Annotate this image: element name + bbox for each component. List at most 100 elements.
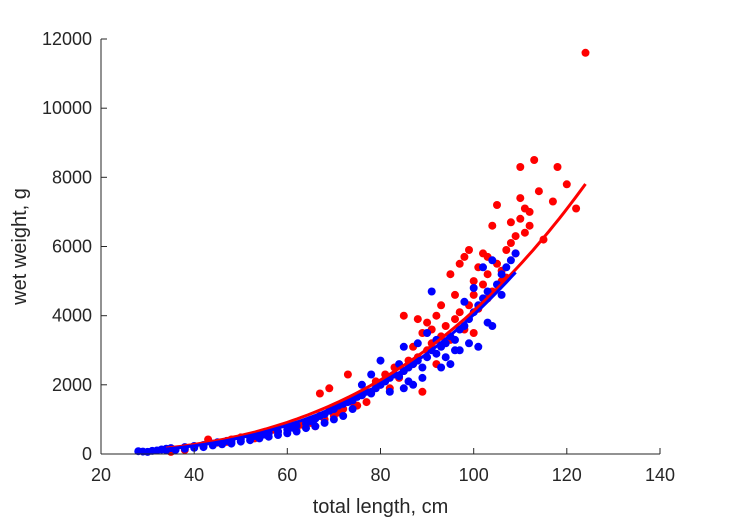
y-tick-label: 10000 [42,98,92,118]
red-data-point [432,311,441,320]
x-axis-ticks: 20 40 60 80 100 120 140 [91,448,675,485]
red-data-point [520,228,529,237]
red-data-point [516,194,525,203]
blue-data-point [409,380,418,389]
blue-data-point [357,380,366,389]
red-data-point [451,290,459,299]
blue-data-point [418,363,427,372]
blue-data-point [483,287,492,296]
blue-data-point [385,387,394,396]
fit-curves [138,183,587,453]
blue-data-point [437,363,446,372]
red-data-point [506,218,515,227]
red-data-point [530,156,539,164]
blue-data-point [399,342,408,351]
red-data-point [493,201,501,209]
x-tick-label: 100 [459,465,489,485]
red-data-point [315,389,324,398]
y-tick-label: 6000 [52,237,92,257]
red-data-point [548,197,557,206]
blue-data-point [441,353,450,362]
blue-data-point [413,339,422,348]
red-data-point [451,315,459,324]
blue-data-point [502,263,511,272]
red-data-point [455,308,464,317]
blue-data-point [376,356,385,365]
blue-data-point [339,412,348,420]
blue-data-point [255,434,264,443]
red-data-point [488,221,497,230]
red-data-point [343,370,352,379]
blue-data-point [418,373,427,382]
y-tick-label: 0 [82,444,92,464]
red-data-point [437,301,446,310]
red-data-point [446,270,455,279]
blue-fit-curve [138,271,517,453]
red-data-point [506,239,515,247]
y-tick-label: 4000 [52,306,92,326]
y-axis-title: wet weight, g [9,188,31,306]
blue-data-point [497,270,506,279]
blue-data-point [479,263,487,272]
blue-data-point [460,297,469,306]
red-data-point [399,311,408,320]
blue-data-point [311,422,320,431]
red-data-point [553,163,562,171]
red-data-point [502,246,511,254]
y-tick-label: 8000 [52,167,92,187]
blue-data-point [455,346,464,355]
red-data-point [465,246,473,254]
red-data-point [460,252,469,261]
blue-data-point [483,318,492,327]
blue-data-point [488,256,497,265]
blue-data-point [432,349,441,358]
x-tick-label: 20 [91,465,111,485]
blue-data-point [329,415,338,424]
blue-data-point [264,432,273,441]
blue-data-point [465,339,473,348]
red-data-point [525,221,534,230]
blue-data-point [474,342,483,351]
blue-data-point [274,431,282,439]
red-data-point [469,290,478,299]
x-axis-title: total length, cm [313,496,449,518]
red-data-point [479,280,487,289]
red-data-point [413,315,422,324]
blue-data-point [227,439,236,448]
blue-data-point [469,284,478,292]
red-data-point [441,322,450,330]
red-data-point [469,329,478,337]
x-tick-label: 60 [277,465,297,485]
blue-data-point [246,436,255,445]
blue-data-point [511,249,520,258]
red-data-point [581,48,590,57]
red-data-point [423,318,432,327]
blue-data-point [497,290,506,299]
blue-data-point [423,329,432,337]
red-data-point [418,387,427,396]
red-data-point [325,384,334,393]
blue-data-point [427,287,436,296]
red-data-point [516,163,525,171]
y-axis-ticks: 0 2000 4000 6000 8000 10000 12000 [42,29,107,464]
blue-data-point [451,335,459,344]
blue-data-point [283,429,292,438]
blue-data-point [367,370,376,379]
blue-data-point [446,360,455,369]
red-fit-curve [166,183,587,450]
red-data-point [534,187,543,196]
red-data-point [516,214,525,223]
y-tick-label: 12000 [42,29,92,49]
y-tick-label: 2000 [52,375,92,395]
x-tick-label: 140 [645,465,675,485]
blue-data-point [292,427,301,436]
red-data-point [511,232,520,241]
x-tick-label: 80 [370,465,390,485]
blue-data-point [320,418,329,427]
red-data-point [572,204,581,213]
blue-data-point [302,424,310,433]
blue-data-point [506,256,515,265]
red-data-point [362,398,371,407]
blue-data-point [399,384,408,393]
